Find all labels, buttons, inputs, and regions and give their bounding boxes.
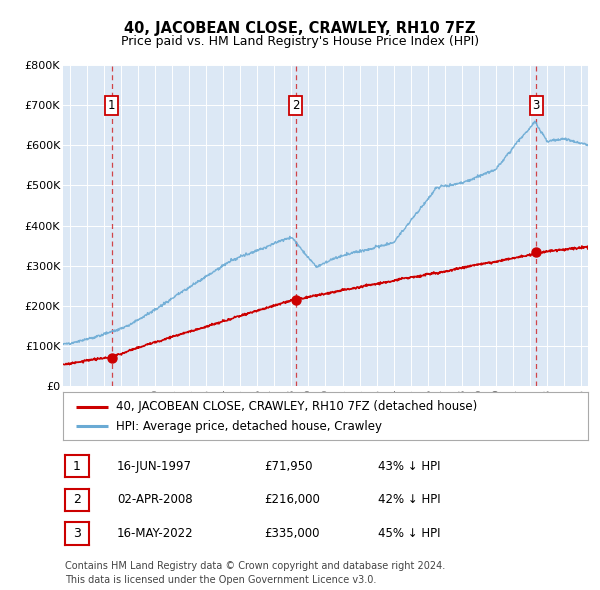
Text: 1: 1	[73, 460, 81, 473]
Text: 2: 2	[73, 493, 81, 506]
Text: 16-MAY-2022: 16-MAY-2022	[117, 527, 194, 540]
Text: 3: 3	[533, 99, 540, 112]
Text: £216,000: £216,000	[264, 493, 320, 506]
Text: 02-APR-2008: 02-APR-2008	[117, 493, 193, 506]
Text: 45% ↓ HPI: 45% ↓ HPI	[378, 527, 440, 540]
Text: HPI: Average price, detached house, Crawley: HPI: Average price, detached house, Craw…	[115, 420, 382, 433]
Text: 42% ↓ HPI: 42% ↓ HPI	[378, 493, 440, 506]
Text: £71,950: £71,950	[264, 460, 313, 473]
Text: 2: 2	[292, 99, 299, 112]
Text: 40, JACOBEAN CLOSE, CRAWLEY, RH10 7FZ: 40, JACOBEAN CLOSE, CRAWLEY, RH10 7FZ	[124, 21, 476, 36]
Text: 40, JACOBEAN CLOSE, CRAWLEY, RH10 7FZ (detached house): 40, JACOBEAN CLOSE, CRAWLEY, RH10 7FZ (d…	[115, 400, 477, 413]
Text: 1: 1	[108, 99, 115, 112]
Text: £335,000: £335,000	[264, 527, 320, 540]
Text: 16-JUN-1997: 16-JUN-1997	[117, 460, 192, 473]
Text: 3: 3	[73, 527, 81, 540]
Text: Price paid vs. HM Land Registry's House Price Index (HPI): Price paid vs. HM Land Registry's House …	[121, 35, 479, 48]
Text: Contains HM Land Registry data © Crown copyright and database right 2024.
This d: Contains HM Land Registry data © Crown c…	[65, 562, 445, 585]
Text: 43% ↓ HPI: 43% ↓ HPI	[378, 460, 440, 473]
